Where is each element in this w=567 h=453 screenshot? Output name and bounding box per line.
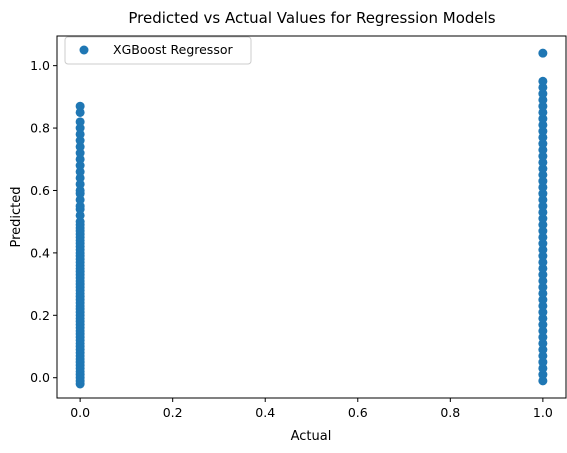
data-point — [75, 142, 85, 152]
data-point — [538, 276, 548, 286]
x-tick-label: 0.8 — [440, 405, 460, 420]
data-point — [75, 107, 85, 117]
data-point — [538, 363, 548, 373]
y-tick-label: 0.6 — [30, 183, 50, 198]
x-axis-ticks: 0.0 0.2 0.4 0.6 0.8 1.0 — [70, 398, 553, 420]
data-point — [538, 245, 548, 255]
data-point — [75, 185, 85, 195]
x-tick-label: 0.4 — [255, 405, 275, 420]
data-point — [538, 332, 548, 342]
data-point — [538, 101, 548, 111]
data-point — [75, 210, 85, 220]
data-point — [75, 129, 85, 139]
data-point — [75, 167, 85, 177]
data-point — [538, 320, 548, 330]
data-point — [75, 154, 85, 164]
y-tick-label: 0.2 — [30, 308, 50, 323]
chart-title: Predicted vs Actual Values for Regressio… — [128, 9, 495, 27]
data-point — [538, 114, 548, 124]
data-point — [75, 117, 85, 127]
y-tick-label: 1.0 — [30, 58, 50, 73]
data-point — [538, 189, 548, 199]
y-axis-label: Predicted — [9, 186, 24, 247]
x-tick-label: 1.0 — [533, 405, 553, 420]
data-point — [75, 148, 85, 158]
data-point — [538, 257, 548, 267]
data-point — [538, 263, 548, 273]
data-point — [538, 226, 548, 236]
data-point — [538, 357, 548, 367]
data-point — [538, 107, 548, 117]
data-point — [538, 307, 548, 317]
data-point — [538, 270, 548, 280]
data-point — [538, 157, 548, 167]
y-axis-ticks: 0.0 0.2 0.4 0.6 0.8 1.0 — [30, 58, 57, 385]
legend-marker — [79, 45, 89, 55]
data-point — [538, 326, 548, 336]
data-point — [75, 179, 85, 189]
x-axis-label: Actual — [291, 429, 332, 444]
data-point — [538, 89, 548, 99]
data-point — [538, 251, 548, 261]
data-point — [538, 220, 548, 230]
data-point — [538, 132, 548, 142]
data-point — [75, 173, 85, 183]
data-point — [538, 139, 548, 149]
x-tick-label: 0.6 — [348, 405, 368, 420]
data-point — [538, 376, 548, 386]
data-point — [75, 136, 85, 146]
data-point — [538, 120, 548, 130]
data-point — [75, 161, 85, 171]
data-point — [538, 301, 548, 311]
y-tick-label: 0.8 — [30, 121, 50, 136]
data-point — [538, 164, 548, 174]
data-point — [538, 195, 548, 205]
y-tick-label: 0.4 — [30, 245, 50, 260]
data-point — [538, 338, 548, 348]
data-point — [538, 126, 548, 136]
data-point — [538, 201, 548, 211]
data-point — [538, 170, 548, 180]
data-point — [538, 95, 548, 105]
data-point — [75, 123, 85, 133]
data-point — [75, 195, 85, 205]
legend-label: XGBoost Regressor — [113, 42, 233, 57]
data-point — [538, 176, 548, 186]
data-point — [538, 76, 548, 86]
data-point — [538, 282, 548, 292]
plot-frame — [56, 35, 567, 399]
data-point — [538, 207, 548, 217]
data-point — [75, 217, 85, 227]
legend: XGBoost Regressor — [64, 36, 252, 65]
data-point — [538, 151, 548, 161]
data-point — [538, 214, 548, 224]
data-point — [538, 313, 548, 323]
data-point — [538, 288, 548, 298]
data-point — [538, 145, 548, 155]
y-tick-label: 0.0 — [30, 370, 50, 385]
data-point — [75, 101, 85, 111]
data-point — [538, 48, 548, 58]
data-point — [538, 370, 548, 380]
data-point — [538, 351, 548, 361]
data-points — [75, 48, 548, 389]
data-point — [538, 182, 548, 192]
x-tick-label: 0.0 — [70, 405, 90, 420]
legend-box — [64, 36, 252, 65]
data-point — [538, 345, 548, 355]
data-point — [538, 295, 548, 305]
x-tick-label: 0.2 — [163, 405, 183, 420]
data-point — [75, 201, 85, 211]
data-point — [538, 232, 548, 242]
data-point — [538, 239, 548, 249]
data-point — [538, 82, 548, 92]
